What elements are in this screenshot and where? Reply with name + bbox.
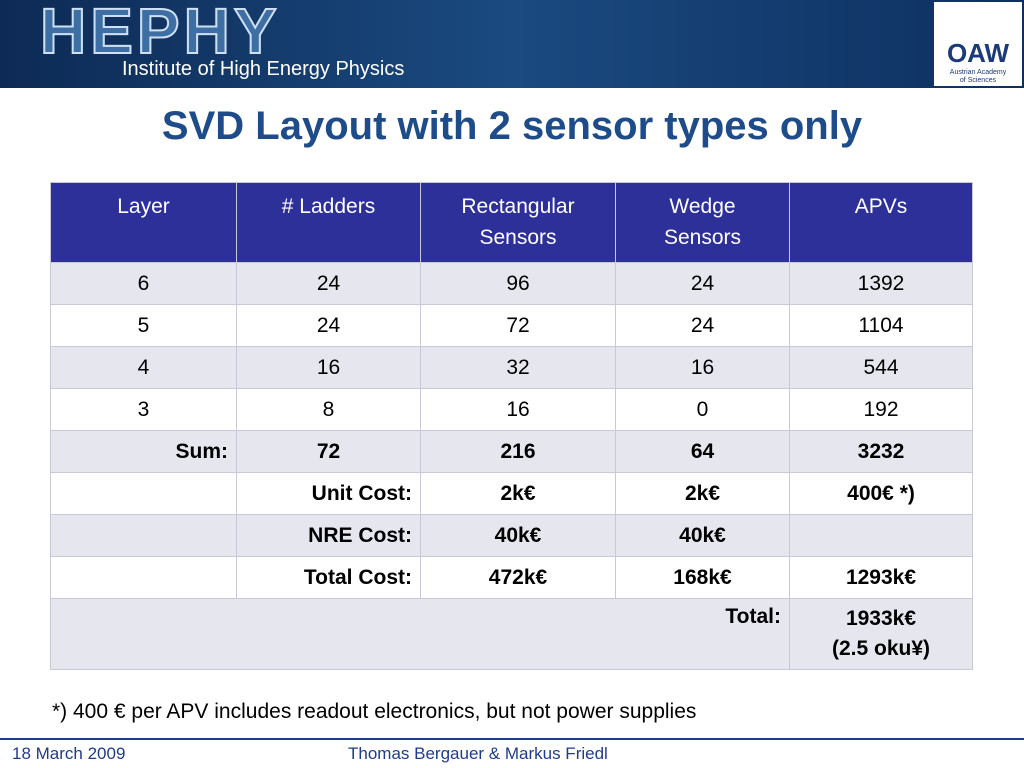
cell: 1392 [789,262,973,305]
title: SVD Layout with 2 sensor types only [161,104,863,148]
institute: Institute of High Energy Physics [122,58,405,80]
sum-cell: 216 [420,430,616,473]
cell: 192 [789,388,973,431]
cost-cell [789,514,973,557]
cell: 0 [615,388,790,431]
total-cell: 1933k€ (2.5 oku¥) [789,598,973,670]
cell: 4 [50,346,237,389]
cost-cell: 2k€ [420,472,616,515]
cell: 1104 [789,304,973,347]
cost-cell: 40k€ [420,514,616,557]
cell: 72 [420,304,616,347]
cell: 24 [236,304,421,347]
cell [50,514,237,557]
sum-cell: 72 [236,430,421,473]
table: Layer # Ladders Rectangular Sensors Wedge S… [50,182,973,670]
column-header: Rectangular Sensors [420,182,616,263]
cell: 544 [789,346,973,389]
cell [50,556,237,599]
table-row: Sum: 72 216 64 3232 [50,430,973,473]
total-label: Total: [50,598,790,670]
cost-label: Unit Cost: [236,472,421,515]
table-row: 3 8 16 0 192 [50,388,973,431]
table-row: Total Cost: 472k€ 168k€ 1293k€ [50,556,973,599]
cell: 24 [615,262,790,305]
header-text: Layer [117,195,170,218]
column-header: # Ladders [236,182,421,263]
table-row: Unit Cost: 2k€ 2k€ 400€ *) [50,472,973,515]
cost-cell: 2k€ [615,472,790,515]
footnote: *) 400 € per APV includes readout electr… [52,700,697,723]
cell: 24 [236,262,421,305]
header-text: Rectangular Sensors [461,195,575,249]
banner: HEPHY Institute of High Energy Physics O… [0,0,1024,88]
sum-label: Sum: [50,430,237,473]
cell: 16 [236,346,421,389]
column-header: Layer [50,182,237,263]
column-header: APVs [789,182,973,263]
cell: 24 [615,304,790,347]
cell: 6 [50,262,237,305]
cell: 16 [615,346,790,389]
academy-name: Austrian Academy of Sciences [949,69,1007,84]
cost-label: NRE Cost: [236,514,421,557]
cell: 8 [236,388,421,431]
header-text: APVs [854,195,908,218]
header-text: Wedge Sensors [663,195,742,249]
cell: 16 [420,388,616,431]
cost-cell: 1293k€ [789,556,973,599]
column-header: Wedge Sensors [615,182,790,263]
cell: 96 [420,262,616,305]
table-row: 4 16 32 16 544 [50,346,973,389]
table-row: Total: 1933k€ (2.5 oku¥) [50,598,973,670]
header-row: Layer # Ladders Rectangular Sensors Wedge S… [50,182,973,263]
table-row: 5 24 72 24 1104 [50,304,973,347]
cost-label: Total Cost: [236,556,421,599]
table-row: 6 24 96 24 1392 [50,262,973,305]
cost-cell: 400€ *) [789,472,973,515]
footer-date: 18 March 2009 [12,744,126,763]
table-row: NRE Cost: 40k€ 40k€ [50,514,973,557]
academy-logo: OAW Austrian Academy of Sciences [934,2,1022,86]
total-line: (2.5 oku¥) [831,637,931,660]
footer-authors: Thomas Bergauer & Markus Friedl [348,744,608,763]
footer-line [0,738,1024,740]
sum-cell: 64 [615,430,790,473]
cost-cell: 40k€ [615,514,790,557]
cell: 5 [50,304,237,347]
academy-mark: OAW [946,38,1010,68]
total-line: 1933k€ [845,607,917,630]
sum-cell: 3232 [789,430,973,473]
cost-cell: 472k€ [420,556,616,599]
cost-cell: 168k€ [615,556,790,599]
cell: 3 [50,388,237,431]
header-text: # Ladders [281,195,376,218]
logo: HEPHY [39,0,281,68]
cell: 32 [420,346,616,389]
cell [50,472,237,515]
